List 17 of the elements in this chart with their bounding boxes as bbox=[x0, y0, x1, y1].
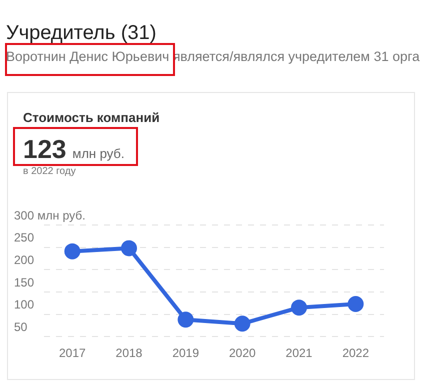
x-tick-label: 2022 bbox=[342, 346, 370, 360]
x-tick-label: 2021 bbox=[286, 346, 313, 360]
x-tick-label: 2019 bbox=[172, 346, 200, 360]
chart-subtitle: Воротнин Денис Юрьевич является/являлся учредителем 31 орга bbox=[6, 49, 420, 64]
chart-title: Учредитель (31) bbox=[6, 22, 156, 45]
text: Стоимость компаний bbox=[23, 110, 160, 125]
y-tick-label: 300 млн руб. bbox=[14, 208, 86, 222]
text: 123 млн руб. bbox=[23, 134, 124, 164]
x-tick-label: 2020 bbox=[228, 346, 256, 360]
y-tick-label: 200 bbox=[14, 252, 34, 267]
y-tick-label: 100 bbox=[14, 298, 34, 312]
x-tick-label: 2017 bbox=[58, 346, 86, 360]
y-tick-label: 50 bbox=[14, 320, 28, 334]
x-tick-label: 2018 bbox=[116, 346, 143, 360]
text: в 2022 году bbox=[23, 166, 76, 177]
y-tick-label: 150 bbox=[14, 275, 34, 290]
y-tick-label: 250 bbox=[14, 230, 34, 245]
